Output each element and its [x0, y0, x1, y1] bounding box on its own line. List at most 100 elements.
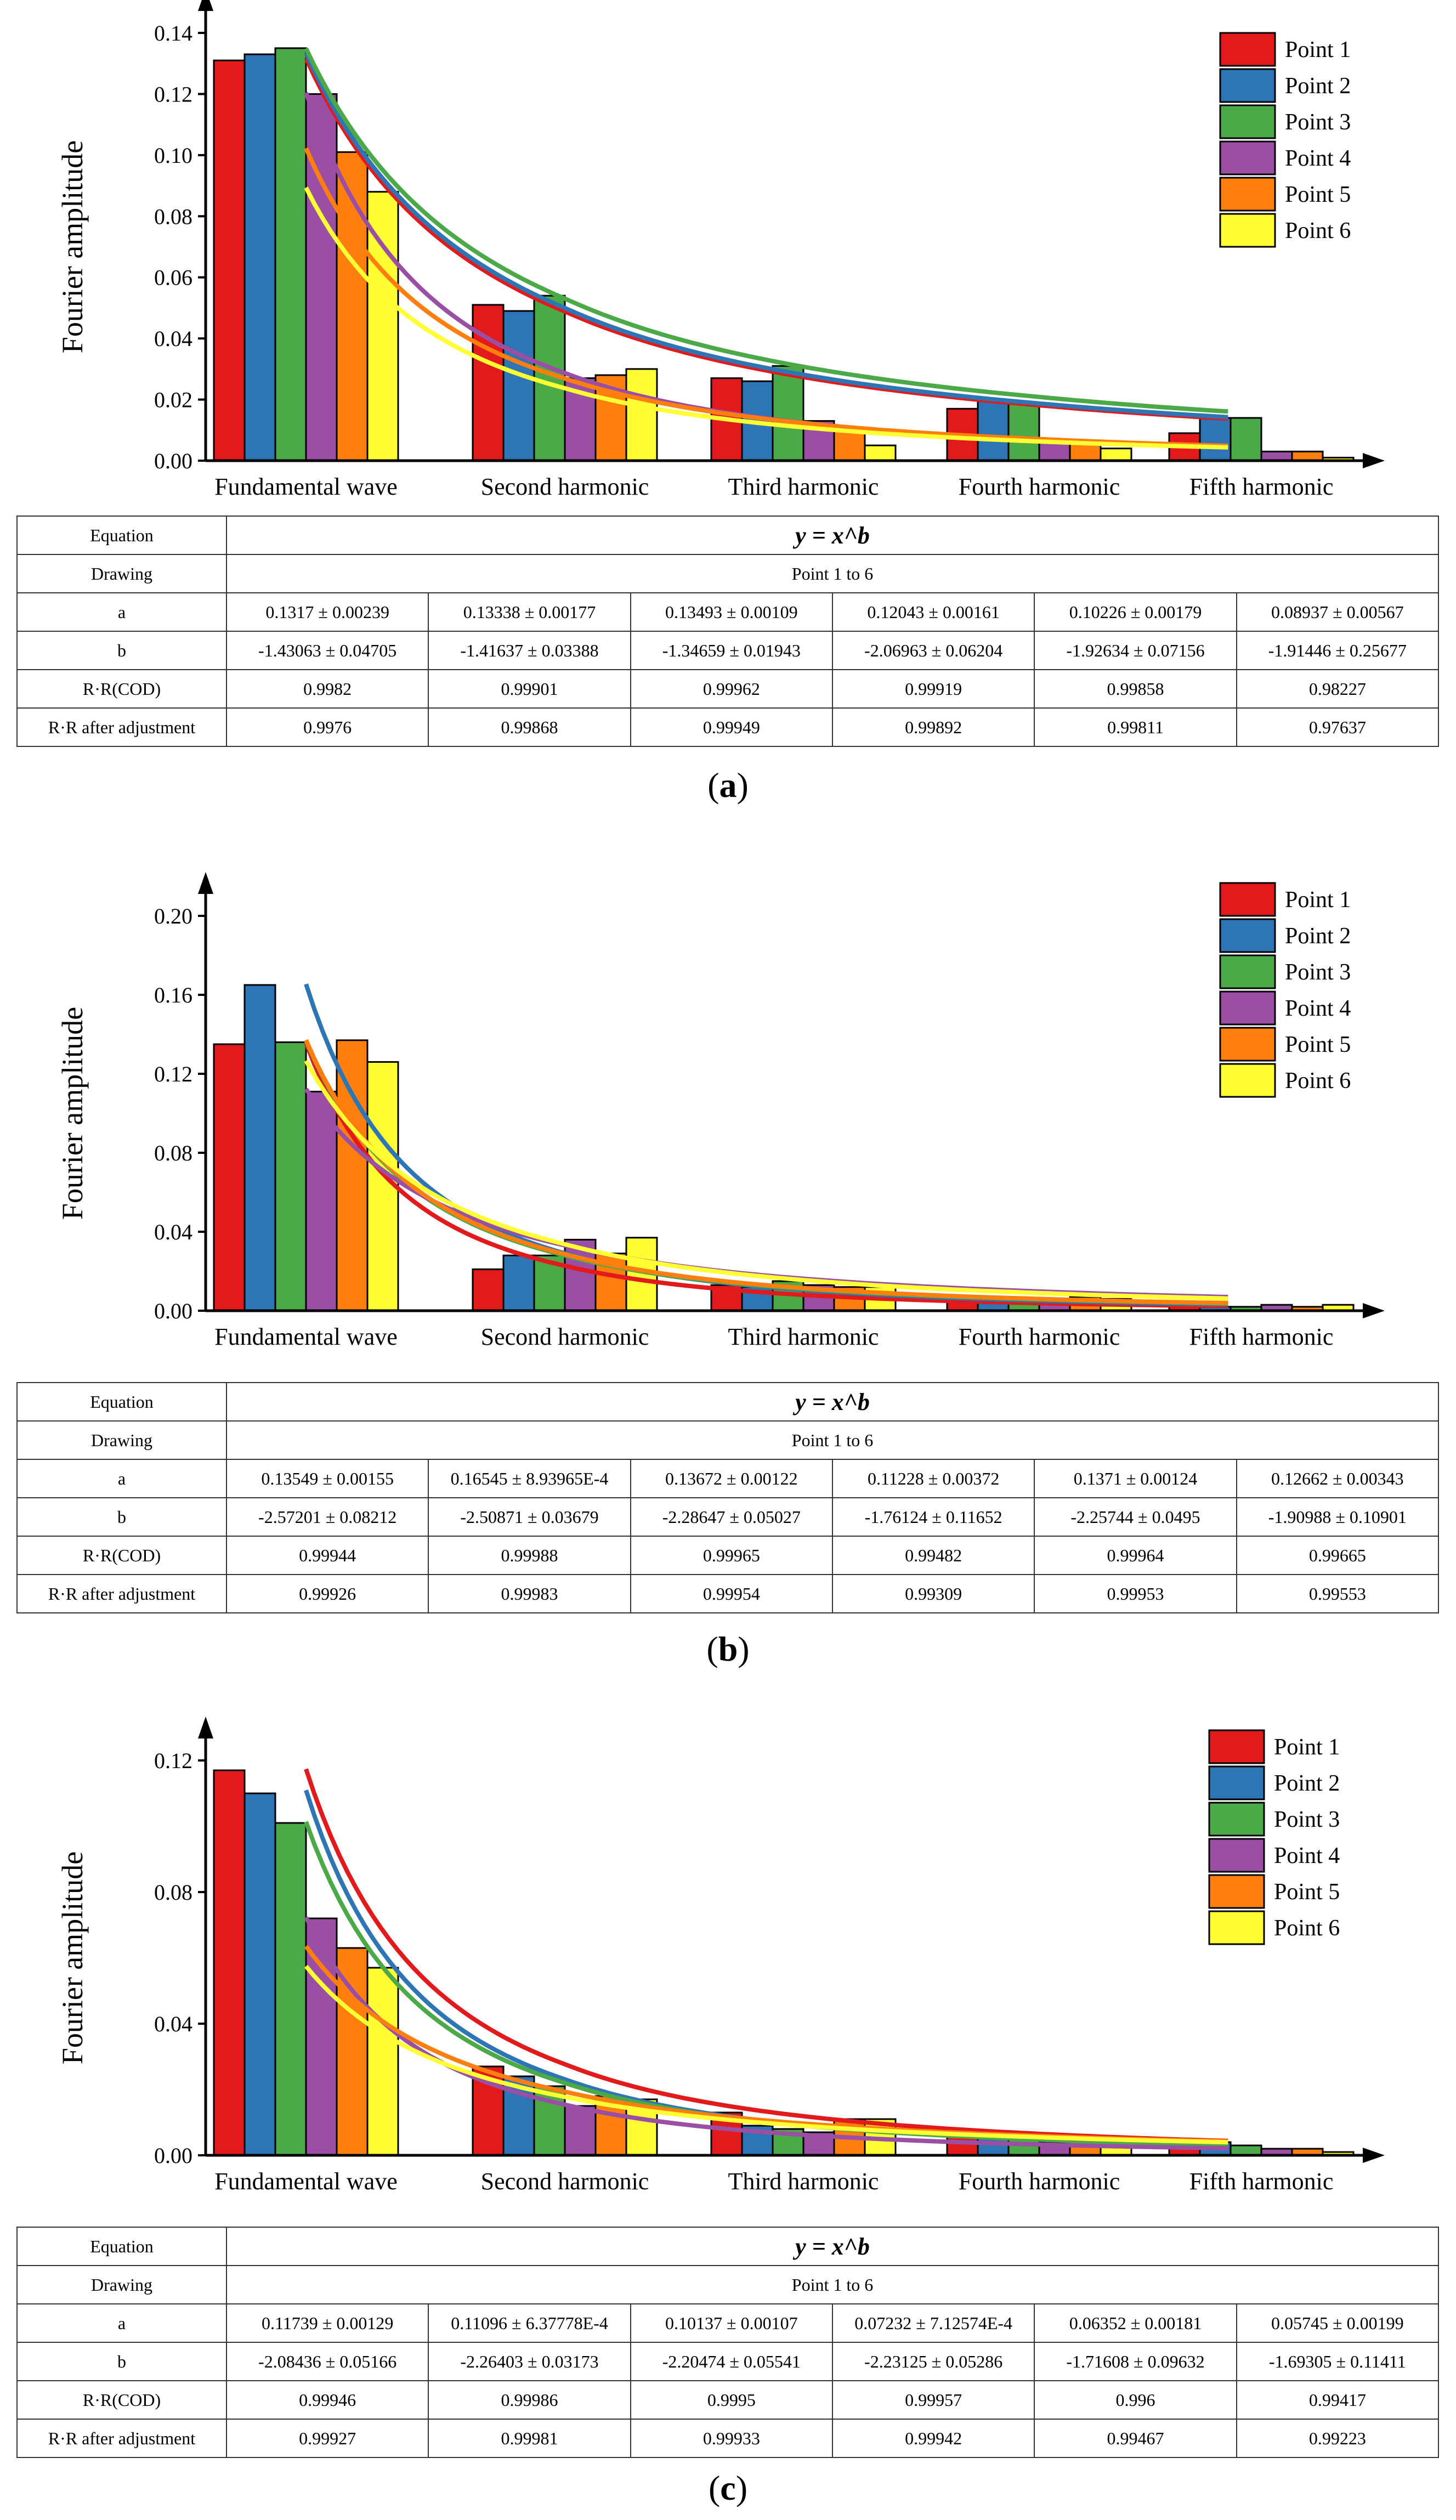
- fit-cell: 0.1317 ± 0.00239: [225, 592, 429, 632]
- fit-row: b -1.43063 ± 0.04705 -1.41637 ± 0.03388 -1.…: [16, 631, 1440, 670]
- legend-label-point5: Point 5: [1285, 182, 1351, 207]
- legend-label-point2: Point 2: [1285, 924, 1351, 949]
- fit-cell: 0.99901: [428, 669, 631, 709]
- y-tick-label: 0.04: [154, 1220, 192, 1244]
- fit-row: b -2.08436 ± 0.05166 -2.26403 ± 0.03173 -2.…: [16, 2342, 1440, 2381]
- fit-cell: 0.99811: [1034, 707, 1237, 747]
- fit-cell: 0.16545 ± 8.93965E-4: [428, 1459, 631, 1498]
- x-category-label: Fourth harmonic: [959, 1323, 1120, 1350]
- fit-row-label: a: [16, 1459, 227, 1498]
- fit-row: R·R(COD) 0.99946 0.99986 0.9995 0.99957 0.996…: [16, 2380, 1440, 2420]
- fit-cell: -2.06963 ± 0.06204: [831, 631, 1035, 670]
- fit-cell: 0.13338 ± 0.00177: [428, 592, 631, 632]
- fit-cell: -1.69305 ± 0.11411: [1236, 2342, 1440, 2381]
- drawing-value: Point 1 to 6: [226, 2265, 1439, 2304]
- y-tick-label: 0.14: [154, 21, 192, 46]
- bar-point1-1: [213, 59, 246, 462]
- fit-cell: 0.99417: [1236, 2380, 1440, 2420]
- y-tick-label: 0.04: [154, 2012, 192, 2036]
- fit-row: R·R(COD) 0.99944 0.99988 0.99965 0.99482 0.99…: [16, 1536, 1440, 1575]
- fit-curve-point1: [304, 1042, 1228, 1309]
- fit-cell: 0.99223: [1236, 2419, 1440, 2458]
- caption-b: (b): [706, 1629, 750, 1668]
- equation-label: Equation: [16, 516, 227, 555]
- fit-cell: 0.99927: [225, 2419, 429, 2458]
- fit-curve-point6: [304, 1964, 1228, 2145]
- fit-cell: 0.99858: [1034, 669, 1237, 709]
- y-tick-label: 0.12: [154, 1748, 192, 1773]
- fit-row-label: b: [16, 2342, 227, 2381]
- fit-cell: 0.99919: [831, 669, 1035, 709]
- legend-label-point5: Point 5: [1274, 1879, 1340, 1905]
- fit-row-label: a: [16, 592, 227, 632]
- fit-row-label: R·R after adjustment: [16, 1574, 227, 1613]
- fit-cell: 0.13549 ± 0.00155: [225, 1459, 429, 1498]
- fit-cell: 0.9976: [225, 707, 429, 747]
- fit-row: R·R after adjustment 0.9976 0.99868 0.99949…: [16, 707, 1440, 747]
- fit-cell: -1.92634 ± 0.07156: [1034, 631, 1237, 670]
- legend-label-point4: Point 4: [1285, 146, 1351, 171]
- x-category-label: Third harmonic: [728, 2168, 879, 2195]
- legend-swatch-point6: [1219, 213, 1276, 248]
- bar-point1-2: [472, 304, 505, 462]
- fit-cell: -1.90988 ± 0.10901: [1236, 1497, 1440, 1537]
- drawing-label: Drawing: [16, 554, 227, 593]
- caption-a: (a): [707, 766, 749, 805]
- fit-curve-point6: [304, 1060, 1228, 1301]
- bar-point4-5: [1260, 450, 1293, 462]
- bar-point1-1: [213, 1043, 246, 1312]
- fit-cell: 0.99868: [428, 707, 631, 747]
- fit-cell: 0.99953: [1034, 1574, 1237, 1613]
- bar-point5-5: [1291, 450, 1324, 462]
- y-tick-label: 0.00: [154, 1299, 192, 1323]
- fit-cell: 0.99942: [831, 2419, 1035, 2458]
- x-axis-arrow: [1363, 2148, 1385, 2163]
- bar-point6-1: [366, 1967, 399, 2156]
- fit-row-label: R·R(COD): [16, 1536, 227, 1575]
- bar-point3-2: [533, 1254, 566, 1312]
- fit-cell: 0.99946: [225, 2380, 429, 2420]
- fit-table-b: Equation y = x^b Drawing Point 1 to 6 a 0.135…: [16, 1382, 1440, 1613]
- legend-label-point3: Point 3: [1285, 110, 1351, 135]
- legend-swatch-point3: [1219, 954, 1276, 989]
- fit-row: R·R(COD) 0.9982 0.99901 0.99962 0.99919 0.998…: [16, 669, 1440, 709]
- fit-row: R·R after adjustment 0.99926 0.99983 0.9995…: [16, 1574, 1440, 1613]
- legend-swatch-point2: [1219, 68, 1276, 103]
- fit-curve-point1: [304, 1768, 1228, 2143]
- legend-label-point1: Point 1: [1285, 887, 1351, 913]
- legend-label-point6: Point 6: [1274, 1916, 1340, 1941]
- bar-point3-1: [274, 47, 307, 462]
- y-axis-arrow: [198, 1717, 213, 1738]
- x-category-label: Fourth harmonic: [959, 473, 1120, 500]
- y-axis-title: Fourier amplitude: [56, 1851, 89, 2064]
- fit-cell: 0.13493 ± 0.00109: [630, 592, 833, 632]
- fit-curve-point2: [304, 1789, 1228, 2148]
- fit-cell: 0.08937 ± 0.00567: [1236, 592, 1440, 632]
- fit-cell: 0.99933: [630, 2419, 833, 2458]
- drawing-row: Drawing Point 1 to 6: [16, 1420, 1439, 1460]
- fit-cell: 0.9995: [630, 2380, 833, 2420]
- y-tick-label: 0.10: [154, 143, 192, 168]
- fit-table-c: Equation y = x^b Drawing Point 1 to 6 a 0.117…: [16, 2227, 1440, 2458]
- y-tick-label: 0.12: [154, 1062, 192, 1086]
- y-axis-title: Fourier amplitude: [56, 1007, 89, 1220]
- x-category-label: Fundamental wave: [214, 1323, 398, 1350]
- fit-cell: -2.20474 ± 0.05541: [630, 2342, 833, 2381]
- legend-label-point3: Point 3: [1285, 960, 1351, 985]
- fit-row: a 0.1317 ± 0.00239 0.13338 ± 0.00177 0.1349…: [16, 592, 1440, 632]
- fit-cell: -1.91446 ± 0.25677: [1236, 631, 1440, 670]
- fit-cell: 0.99553: [1236, 1574, 1440, 1613]
- panel-a: 0.00 0.02 0.04 0.06 0.08 0.10 0.12 0.14 Fourier …: [0, 0, 1456, 839]
- fit-cell: 0.12043 ± 0.00161: [831, 592, 1035, 632]
- y-tick-label: 0.02: [154, 388, 192, 412]
- legend-label-point2: Point 2: [1285, 73, 1351, 99]
- equation-row: Equation y = x^b: [16, 1382, 1439, 1422]
- drawing-label: Drawing: [16, 2265, 227, 2304]
- x-category-label: Second harmonic: [481, 473, 649, 500]
- bar-point2-1: [243, 984, 276, 1312]
- y-tick-label: 0.04: [154, 326, 192, 351]
- equation-value: y = x^b: [226, 1382, 1439, 1422]
- fit-cell: -2.08436 ± 0.05166: [225, 2342, 429, 2381]
- y-tick-label: 0.08: [154, 1880, 192, 1905]
- fit-cell: -1.71608 ± 0.09632: [1034, 2342, 1237, 2381]
